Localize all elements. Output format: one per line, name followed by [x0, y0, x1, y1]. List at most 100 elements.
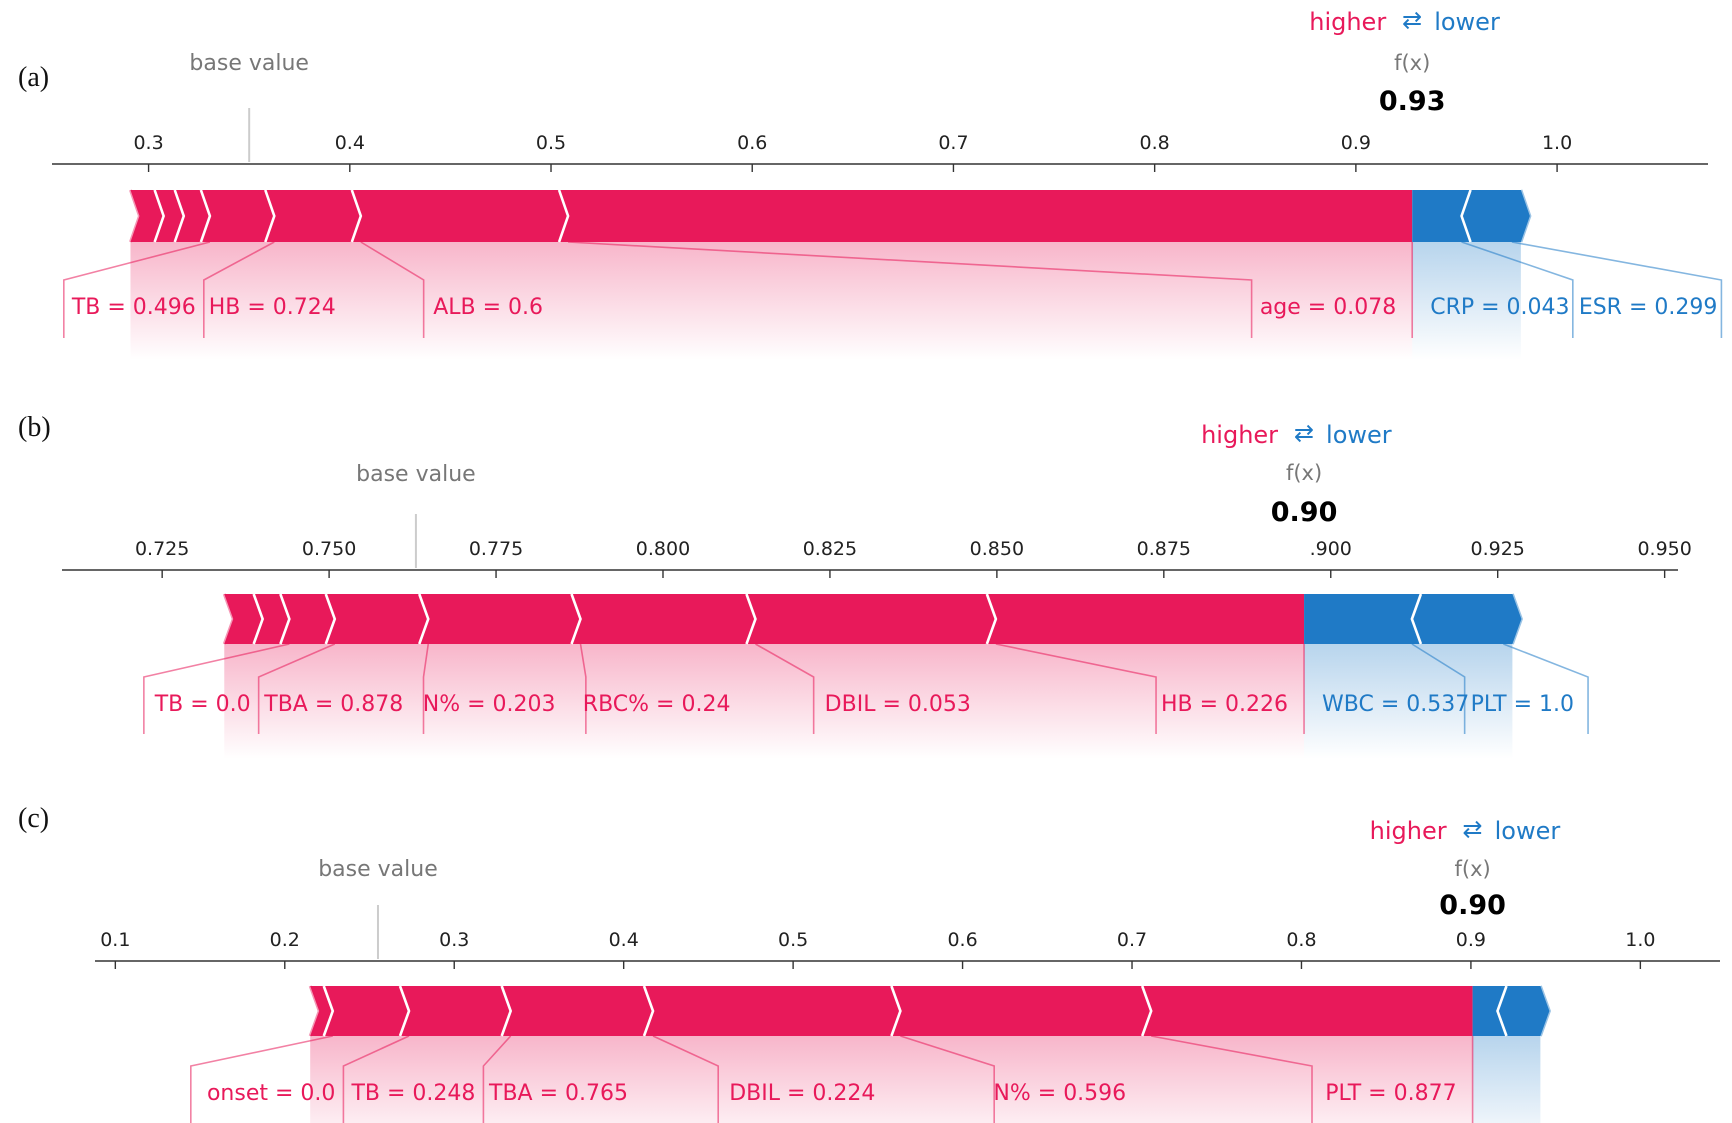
- x-tick-label: 1.0: [1542, 132, 1572, 154]
- legend: higher ⇄ lower: [1309, 6, 1500, 36]
- positive-label-connector: [482, 1035, 512, 1123]
- x-tick-label: 0.6: [737, 132, 767, 154]
- negative-fade: [1472, 1036, 1541, 1123]
- positive-segment-divider: [1140, 985, 1153, 1037]
- positive-segment-divider: [985, 593, 998, 645]
- x-tick-label: 0.3: [133, 132, 163, 154]
- negative-bar-tail: [1538, 985, 1551, 1037]
- fx-value: 0.93: [1379, 86, 1446, 117]
- base-value-label: base value: [318, 857, 438, 882]
- x-tick-label: 0.5: [778, 929, 808, 951]
- x-tick-label: 0.950: [1637, 538, 1691, 560]
- force-plot-panel: (a) 0.3 0.4 0.5 0.6 0.7 0.8 0.9 1.0 base value f(x…: [18, 6, 1723, 360]
- x-tick-label: 0.9: [1341, 132, 1371, 154]
- feature-label-positive: N% = 0.203: [423, 692, 556, 717]
- feature-label-positive: TBA = 0.765: [488, 1081, 628, 1106]
- x-tick-label: 0.850: [970, 538, 1024, 560]
- feature-label-negative: ESR = 0.299: [1579, 295, 1718, 320]
- force-plot-panel: (c) 0.1 0.2 0.3 0.4 0.5 0.6 0.7 0.8 0.9 1.0 base va…: [18, 803, 1720, 1123]
- positive-segment-divider: [153, 189, 165, 243]
- fx-value: 0.90: [1439, 890, 1506, 921]
- x-tick-label: 0.875: [1137, 538, 1191, 560]
- positive-fade: [130, 242, 1413, 360]
- positive-label-connector: [190, 1035, 333, 1123]
- x-tick-label: 0.9: [1456, 929, 1486, 951]
- x-tick-label: 0.750: [302, 538, 356, 560]
- feature-label-positive: TB = 0.248: [350, 1081, 475, 1106]
- x-tick-label: 0.825: [803, 538, 857, 560]
- feature-label-positive: N% = 0.596: [993, 1081, 1126, 1106]
- feature-label-positive: TB = 0.496: [71, 295, 196, 320]
- x-tick-label: .900: [1310, 538, 1352, 560]
- x-tick-label: 0.7: [1117, 929, 1147, 951]
- negative-fade: [1304, 644, 1513, 759]
- positive-segment-divider: [264, 189, 276, 243]
- positive-segment-divider: [500, 985, 513, 1037]
- positive-label-connector: [143, 643, 290, 734]
- positive-segment-divider: [324, 593, 337, 645]
- positive-label-connector: [203, 241, 275, 338]
- negative-label-connector: [1503, 643, 1589, 734]
- positive-bar: [310, 986, 1473, 1036]
- panel-label: (a): [18, 62, 49, 93]
- fx-value: 0.90: [1271, 497, 1338, 528]
- positive-segment-divider: [398, 985, 411, 1037]
- feature-label-positive: HB = 0.724: [209, 295, 336, 320]
- base-value-label: base value: [189, 51, 309, 76]
- positive-bar: [224, 594, 1305, 644]
- feature-label-positive: TB = 0.0: [154, 692, 251, 717]
- positive-segment-divider: [322, 985, 335, 1037]
- x-tick-label: 0.800: [636, 538, 690, 560]
- feature-label-positive: TBA = 0.878: [263, 692, 403, 717]
- positive-segment-divider: [570, 593, 582, 645]
- positive-label-connector: [63, 241, 211, 338]
- feature-label-positive: age = 0.078: [1260, 295, 1396, 320]
- x-tick-label: 0.4: [335, 132, 365, 154]
- feature-label-positive: ALB = 0.6: [433, 295, 543, 320]
- negative-bar-tail: [1519, 189, 1532, 243]
- feature-label-positive: onset = 0.0: [207, 1081, 335, 1106]
- legend-arrows-icon: ⇄: [1402, 6, 1422, 34]
- negative-segment-divider: [1460, 189, 1472, 243]
- legend-higher: higher: [1370, 817, 1447, 845]
- feature-label-positive: PLT = 0.877: [1325, 1081, 1456, 1106]
- legend-lower: lower: [1495, 817, 1561, 845]
- x-tick-label: 0.925: [1470, 538, 1524, 560]
- positive-bar-tail: [308, 985, 321, 1037]
- feature-label-positive: DBIL = 0.053: [825, 692, 971, 717]
- x-tick-label: 0.2: [270, 929, 300, 951]
- negative-bar: [1412, 190, 1530, 242]
- feature-label-positive: DBIL = 0.224: [729, 1081, 875, 1106]
- x-tick-label: 0.7: [938, 132, 968, 154]
- positive-label-connector: [579, 643, 587, 734]
- positive-segment-divider: [642, 985, 655, 1037]
- negative-bar: [1472, 986, 1550, 1036]
- fx-label: f(x): [1454, 857, 1490, 881]
- legend: higher ⇄ lower: [1201, 419, 1392, 449]
- feature-label-positive: HB = 0.226: [1161, 692, 1288, 717]
- positive-segment-divider: [199, 189, 212, 243]
- x-tick-label: 0.8: [1140, 132, 1170, 154]
- positive-bar: [130, 190, 1413, 242]
- positive-fade: [310, 1036, 1473, 1123]
- positive-segment-divider: [350, 189, 363, 243]
- legend-lower: lower: [1434, 8, 1500, 36]
- x-tick-label: 0.5: [536, 132, 566, 154]
- negative-bar-tail: [1510, 593, 1523, 645]
- positive-label-connector: [995, 643, 1157, 734]
- positive-segment-divider: [279, 593, 291, 645]
- positive-label-connector: [360, 241, 425, 338]
- feature-label-positive: RBC% = 0.24: [583, 692, 731, 717]
- x-tick-label: 0.6: [947, 929, 977, 951]
- x-tick-label: 0.3: [439, 929, 469, 951]
- positive-segment-divider: [557, 189, 570, 243]
- positive-label-connector: [1151, 1035, 1313, 1123]
- legend: higher ⇄ lower: [1370, 815, 1561, 845]
- base-value-label: base value: [356, 462, 476, 487]
- positive-label-connector: [652, 1035, 720, 1123]
- negative-fade: [1412, 242, 1521, 360]
- positive-segment-divider: [173, 189, 186, 243]
- x-tick-label: 0.4: [609, 929, 639, 951]
- negative-label-connector: [1511, 241, 1723, 338]
